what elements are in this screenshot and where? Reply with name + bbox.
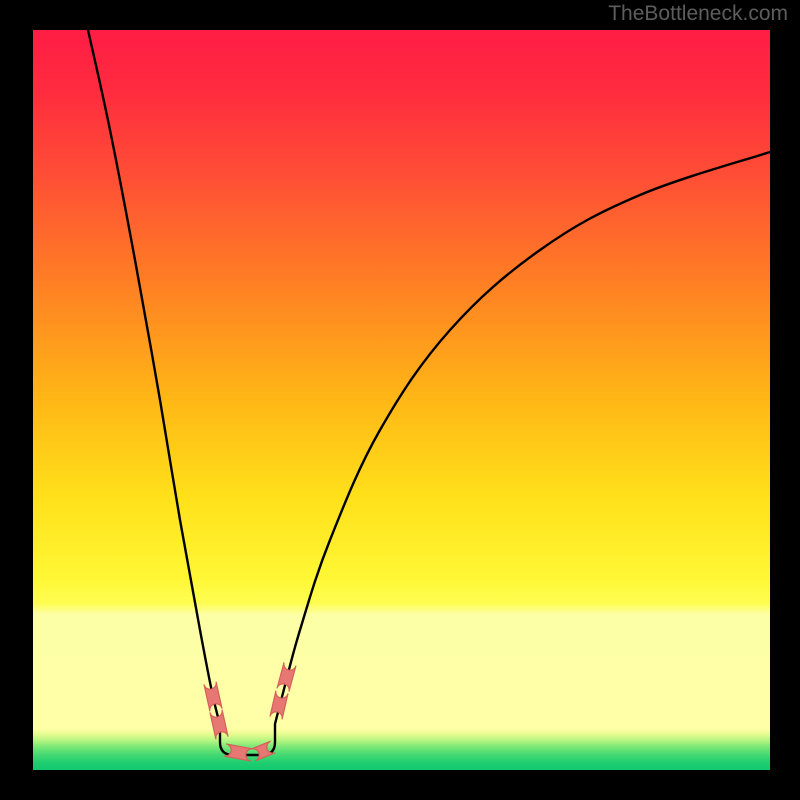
plot-background xyxy=(33,30,770,770)
watermark-text: TheBottleneck.com xyxy=(608,2,788,26)
chart-stage: TheBottleneck.com xyxy=(0,0,800,800)
bottleneck-chart xyxy=(0,0,800,800)
